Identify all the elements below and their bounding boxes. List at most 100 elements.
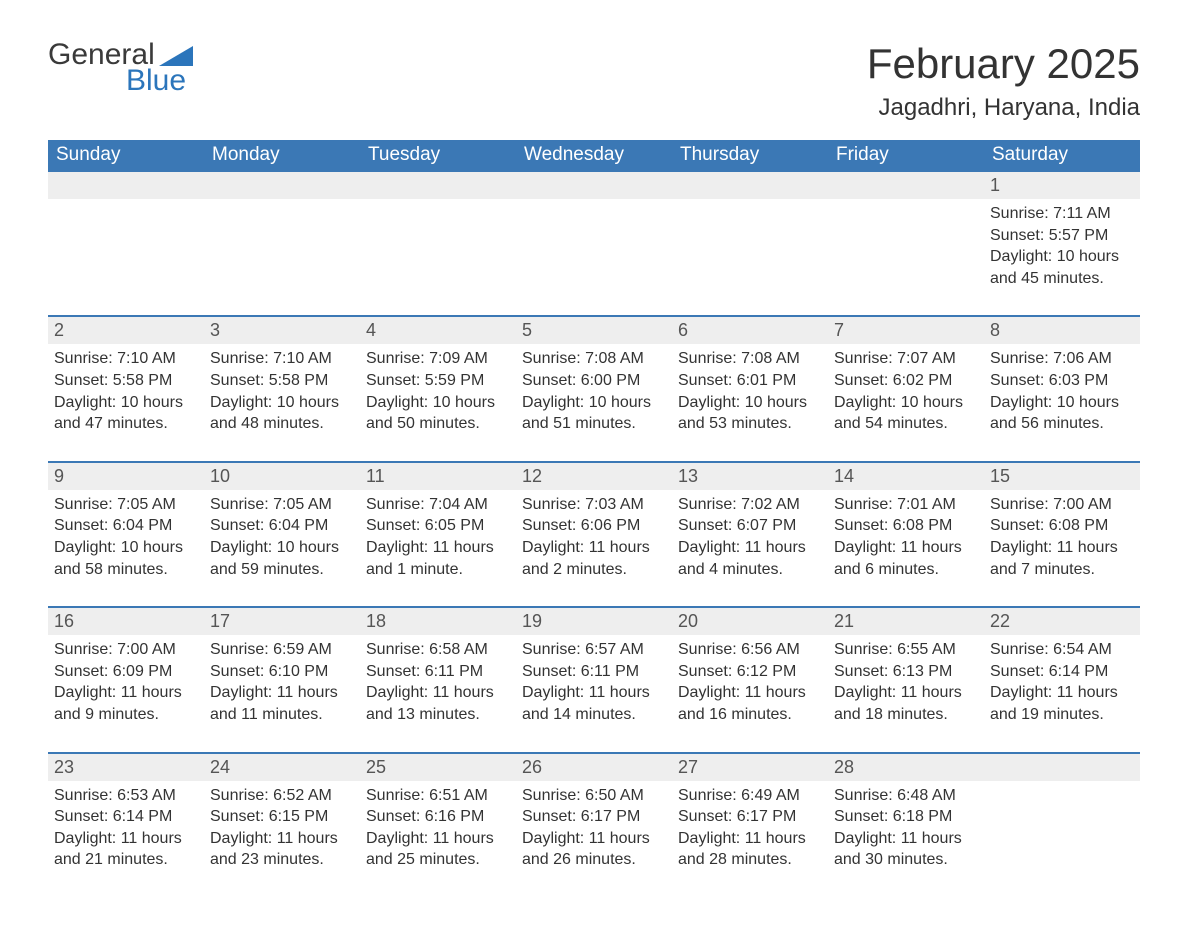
- daylight-line: Daylight: 11 hours and 30 minutes.: [834, 828, 978, 871]
- daynum-cell: 25: [360, 753, 516, 781]
- daynum-cell: [516, 171, 672, 199]
- sunrise-line: Sunrise: 6:48 AM: [834, 785, 978, 807]
- day-details: Sunrise: 7:11 AMSunset: 5:57 PMDaylight:…: [990, 199, 1134, 289]
- sunrise-line: Sunrise: 7:10 AM: [54, 348, 198, 370]
- day-cell: Sunrise: 7:02 AMSunset: 6:07 PMDaylight:…: [672, 490, 828, 607]
- day-cell: Sunrise: 7:01 AMSunset: 6:08 PMDaylight:…: [828, 490, 984, 607]
- dow-tuesday: Tuesday: [360, 140, 516, 171]
- sunset-line: Sunset: 6:15 PM: [210, 806, 354, 828]
- day-cell: Sunrise: 6:57 AMSunset: 6:11 PMDaylight:…: [516, 635, 672, 752]
- sunrise-line: Sunrise: 7:07 AM: [834, 348, 978, 370]
- day-details: Sunrise: 6:56 AMSunset: 6:12 PMDaylight:…: [678, 635, 822, 725]
- daynum-cell: 14: [828, 462, 984, 490]
- daynum-cell: 7: [828, 316, 984, 344]
- sunset-line: Sunset: 6:02 PM: [834, 370, 978, 392]
- day-details: Sunrise: 7:03 AMSunset: 6:06 PMDaylight:…: [522, 490, 666, 580]
- sunrise-line: Sunrise: 6:58 AM: [366, 639, 510, 661]
- sunset-line: Sunset: 6:05 PM: [366, 515, 510, 537]
- sunset-line: Sunset: 6:09 PM: [54, 661, 198, 683]
- daylight-line: Daylight: 11 hours and 7 minutes.: [990, 537, 1134, 580]
- day-details: Sunrise: 7:05 AMSunset: 6:04 PMDaylight:…: [210, 490, 354, 580]
- daylight-line: Daylight: 11 hours and 19 minutes.: [990, 682, 1134, 725]
- sunset-line: Sunset: 6:03 PM: [990, 370, 1134, 392]
- day-cell: [360, 199, 516, 316]
- day-details: Sunrise: 7:10 AMSunset: 5:58 PMDaylight:…: [210, 344, 354, 434]
- dow-sunday: Sunday: [48, 140, 204, 171]
- sunrise-line: Sunrise: 6:59 AM: [210, 639, 354, 661]
- daylight-line: Daylight: 10 hours and 45 minutes.: [990, 246, 1134, 289]
- sunrise-line: Sunrise: 6:50 AM: [522, 785, 666, 807]
- daylight-line: Daylight: 10 hours and 53 minutes.: [678, 392, 822, 435]
- daylight-line: Daylight: 10 hours and 47 minutes.: [54, 392, 198, 435]
- sunset-line: Sunset: 5:58 PM: [210, 370, 354, 392]
- location: Jagadhri, Haryana, India: [867, 94, 1140, 122]
- daylight-line: Daylight: 10 hours and 59 minutes.: [210, 537, 354, 580]
- day-cell: Sunrise: 7:08 AMSunset: 6:00 PMDaylight:…: [516, 344, 672, 461]
- sunrise-line: Sunrise: 6:52 AM: [210, 785, 354, 807]
- dow-saturday: Saturday: [984, 140, 1140, 171]
- day-number: 5: [522, 320, 532, 340]
- daynum-cell: 26: [516, 753, 672, 781]
- sunset-line: Sunset: 6:17 PM: [522, 806, 666, 828]
- daynum-cell: 3: [204, 316, 360, 344]
- daynum-cell: [828, 171, 984, 199]
- daynum-cell: [984, 753, 1140, 781]
- day-cell: Sunrise: 7:10 AMSunset: 5:58 PMDaylight:…: [204, 344, 360, 461]
- day-details: Sunrise: 7:01 AMSunset: 6:08 PMDaylight:…: [834, 490, 978, 580]
- daylight-line: Daylight: 11 hours and 18 minutes.: [834, 682, 978, 725]
- day-details: Sunrise: 7:08 AMSunset: 6:00 PMDaylight:…: [522, 344, 666, 434]
- sunset-line: Sunset: 5:59 PM: [366, 370, 510, 392]
- week-4-content-row: Sunrise: 6:53 AMSunset: 6:14 PMDaylight:…: [48, 781, 1140, 897]
- sunrise-line: Sunrise: 6:55 AM: [834, 639, 978, 661]
- day-cell: Sunrise: 6:54 AMSunset: 6:14 PMDaylight:…: [984, 635, 1140, 752]
- sunset-line: Sunset: 6:16 PM: [366, 806, 510, 828]
- day-cell: Sunrise: 6:53 AMSunset: 6:14 PMDaylight:…: [48, 781, 204, 897]
- day-number: 4: [366, 320, 376, 340]
- daynum-cell: 6: [672, 316, 828, 344]
- week-2-daynum-row: 9101112131415: [48, 462, 1140, 490]
- day-details: Sunrise: 6:57 AMSunset: 6:11 PMDaylight:…: [522, 635, 666, 725]
- day-cell: Sunrise: 6:48 AMSunset: 6:18 PMDaylight:…: [828, 781, 984, 897]
- day-number: 26: [522, 757, 542, 777]
- sunrise-line: Sunrise: 7:08 AM: [678, 348, 822, 370]
- day-details: Sunrise: 7:04 AMSunset: 6:05 PMDaylight:…: [366, 490, 510, 580]
- day-number: 24: [210, 757, 230, 777]
- daynum-cell: 10: [204, 462, 360, 490]
- daynum-cell: 4: [360, 316, 516, 344]
- sunset-line: Sunset: 6:14 PM: [54, 806, 198, 828]
- day-number: 21: [834, 611, 854, 631]
- dow-friday: Friday: [828, 140, 984, 171]
- daylight-line: Daylight: 11 hours and 14 minutes.: [522, 682, 666, 725]
- sunrise-line: Sunrise: 7:10 AM: [210, 348, 354, 370]
- day-number: 1: [990, 175, 1000, 195]
- day-details: Sunrise: 7:00 AMSunset: 6:09 PMDaylight:…: [54, 635, 198, 725]
- sunset-line: Sunset: 6:11 PM: [522, 661, 666, 683]
- title-block: February 2025 Jagadhri, Haryana, India: [867, 40, 1140, 122]
- day-cell: Sunrise: 7:06 AMSunset: 6:03 PMDaylight:…: [984, 344, 1140, 461]
- day-details: Sunrise: 6:50 AMSunset: 6:17 PMDaylight:…: [522, 781, 666, 871]
- day-cell: Sunrise: 7:09 AMSunset: 5:59 PMDaylight:…: [360, 344, 516, 461]
- day-of-week-row: SundayMondayTuesdayWednesdayThursdayFrid…: [48, 140, 1140, 171]
- day-details: Sunrise: 6:49 AMSunset: 6:17 PMDaylight:…: [678, 781, 822, 871]
- daylight-line: Daylight: 11 hours and 28 minutes.: [678, 828, 822, 871]
- day-number: 17: [210, 611, 230, 631]
- day-cell: Sunrise: 6:59 AMSunset: 6:10 PMDaylight:…: [204, 635, 360, 752]
- day-cell: Sunrise: 6:50 AMSunset: 6:17 PMDaylight:…: [516, 781, 672, 897]
- day-details: Sunrise: 6:55 AMSunset: 6:13 PMDaylight:…: [834, 635, 978, 725]
- day-cell: Sunrise: 7:07 AMSunset: 6:02 PMDaylight:…: [828, 344, 984, 461]
- daynum-cell: 17: [204, 607, 360, 635]
- day-number: 10: [210, 466, 230, 486]
- daynum-cell: 12: [516, 462, 672, 490]
- week-4-daynum-row: 232425262728: [48, 753, 1140, 781]
- day-number: 20: [678, 611, 698, 631]
- daynum-cell: 22: [984, 607, 1140, 635]
- day-details: Sunrise: 6:52 AMSunset: 6:15 PMDaylight:…: [210, 781, 354, 871]
- day-cell: Sunrise: 7:05 AMSunset: 6:04 PMDaylight:…: [48, 490, 204, 607]
- day-details: Sunrise: 7:09 AMSunset: 5:59 PMDaylight:…: [366, 344, 510, 434]
- sunrise-line: Sunrise: 7:04 AM: [366, 494, 510, 516]
- daylight-line: Daylight: 11 hours and 21 minutes.: [54, 828, 198, 871]
- daylight-line: Daylight: 11 hours and 6 minutes.: [834, 537, 978, 580]
- day-cell: [672, 199, 828, 316]
- sunset-line: Sunset: 5:57 PM: [990, 225, 1134, 247]
- sunset-line: Sunset: 6:08 PM: [990, 515, 1134, 537]
